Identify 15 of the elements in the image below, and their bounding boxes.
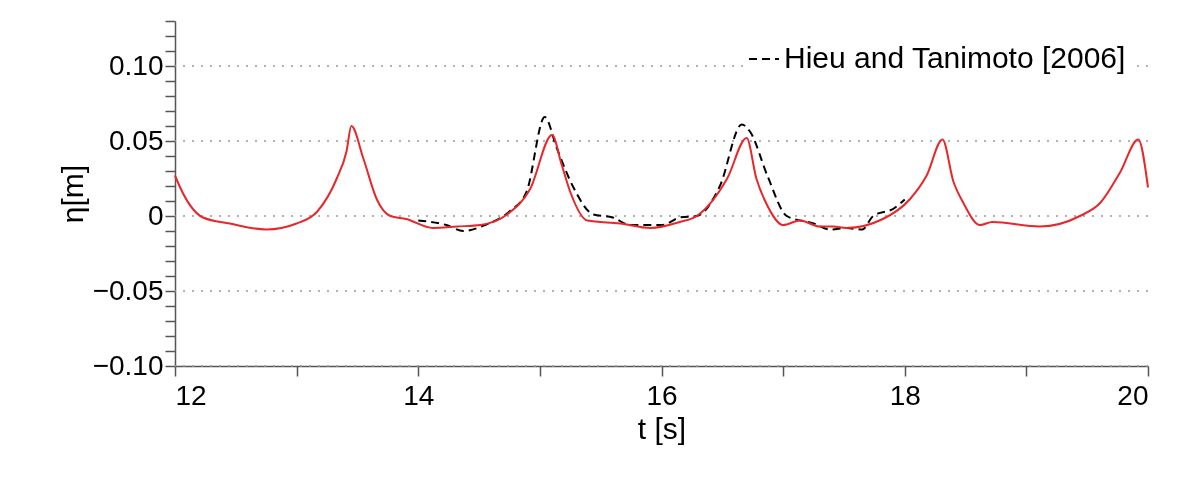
line-series [417,116,906,232]
y-tick-label: 0.10 [109,49,164,81]
x-tick-label: 20 [1117,379,1149,411]
y-tick-label: −0.10 [92,349,164,381]
line-series [174,125,1149,231]
x-tick-label: 16 [646,379,678,411]
x-tick-label: 14 [403,379,435,411]
y-tick-label: 0.05 [109,124,164,156]
y-axis-title: η[m] [55,164,89,224]
x-axis-title: t [s] [637,411,687,445]
x-tick-label: 12 [175,379,207,411]
y-tick-label: 0 [147,199,164,231]
legend-label: Hieu and Tanimoto [2006] [784,41,1126,74]
y-tick-label: −0.05 [92,274,164,306]
x-tick-label: 18 [889,379,921,411]
